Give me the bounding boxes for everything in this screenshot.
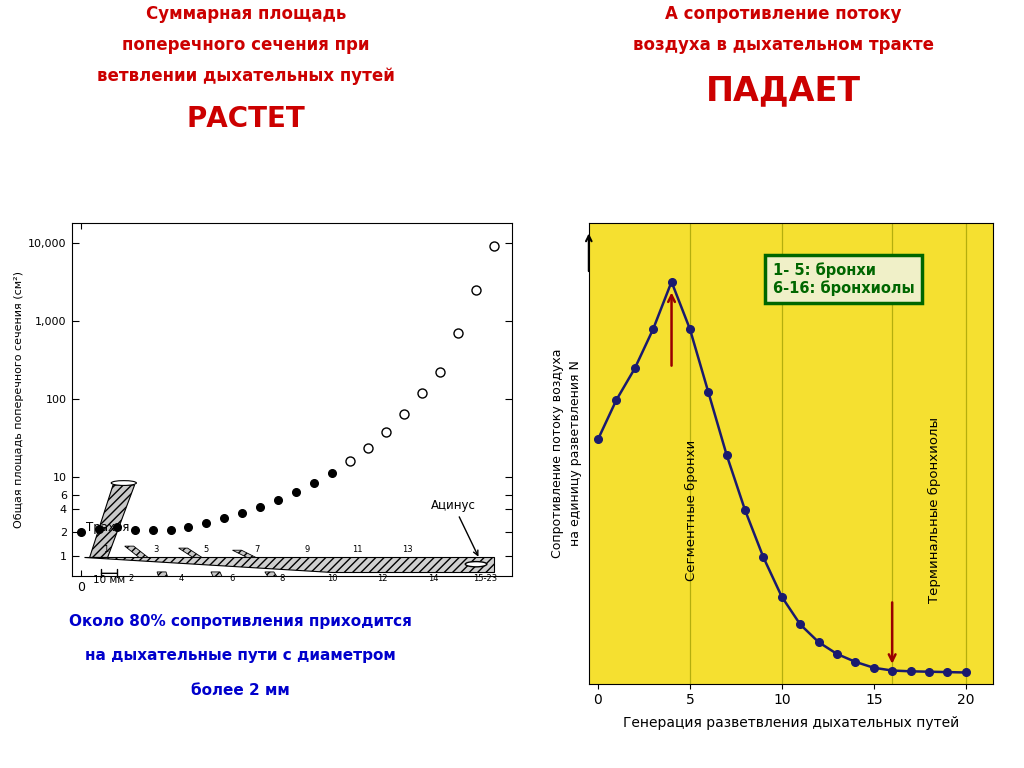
- Text: 10 мм: 10 мм: [93, 575, 126, 585]
- Text: 10: 10: [327, 574, 338, 583]
- Ellipse shape: [465, 561, 486, 567]
- Text: воздуха в дыхательном тракте: воздуха в дыхательном тракте: [633, 36, 934, 54]
- Text: Трахея: Трахея: [86, 521, 129, 534]
- Polygon shape: [178, 548, 202, 558]
- Text: 12: 12: [378, 574, 388, 583]
- Text: 7: 7: [254, 545, 259, 554]
- Text: Терминальные бронхиолы: Терминальные бронхиолы: [928, 417, 941, 603]
- Text: 3: 3: [154, 545, 159, 554]
- Text: 6: 6: [229, 574, 234, 583]
- Polygon shape: [84, 558, 494, 572]
- Text: Суммарная площадь: Суммарная площадь: [145, 5, 346, 23]
- Text: на дыхательные пути с диаметром: на дыхательные пути с диаметром: [85, 648, 396, 664]
- Y-axis label: Сопротивление потоку воздуха
на единицу разветвления N: Сопротивление потоку воздуха на единицу …: [551, 349, 582, 558]
- Polygon shape: [90, 485, 134, 558]
- Text: 1: 1: [103, 545, 109, 554]
- Text: поперечного сечения при: поперечного сечения при: [122, 36, 370, 54]
- X-axis label: Генерация разветвления дыхательных путей: Генерация разветвления дыхательных путей: [623, 716, 959, 730]
- Text: 14: 14: [428, 574, 438, 583]
- Text: Сегментные бронхи: Сегментные бронхи: [685, 439, 698, 581]
- Text: 13: 13: [402, 545, 413, 554]
- Text: 8: 8: [280, 574, 285, 583]
- Text: А сопротивление потоку: А сопротивление потоку: [666, 5, 901, 23]
- Polygon shape: [211, 572, 234, 604]
- Text: ПАДАЕТ: ПАДАЕТ: [706, 74, 861, 107]
- Ellipse shape: [112, 481, 136, 485]
- Text: 11: 11: [352, 545, 362, 554]
- Text: более 2 мм: более 2 мм: [191, 683, 290, 698]
- Polygon shape: [125, 546, 148, 558]
- Polygon shape: [232, 550, 256, 558]
- Text: РАСТЕТ: РАСТЕТ: [186, 104, 305, 133]
- Text: 15-23: 15-23: [473, 574, 497, 583]
- Text: ветвлении дыхательных путей: ветвлении дыхательных путей: [97, 67, 394, 84]
- Text: 1- 5: бронхи
6-16: бронхиолы: 1- 5: бронхи 6-16: бронхиолы: [773, 262, 914, 296]
- Y-axis label: Общая площадь поперечного сечения (см²): Общая площадь поперечного сечения (см²): [14, 271, 25, 528]
- Text: Ацинус: Ацинус: [431, 498, 478, 555]
- Text: 2: 2: [128, 574, 133, 583]
- Text: Около 80% сопротивления приходится: Около 80% сопротивления приходится: [70, 614, 412, 629]
- Text: 5: 5: [204, 545, 209, 554]
- Text: 9: 9: [304, 545, 309, 554]
- Polygon shape: [265, 572, 288, 594]
- Polygon shape: [157, 572, 180, 616]
- Text: 4: 4: [178, 574, 184, 583]
